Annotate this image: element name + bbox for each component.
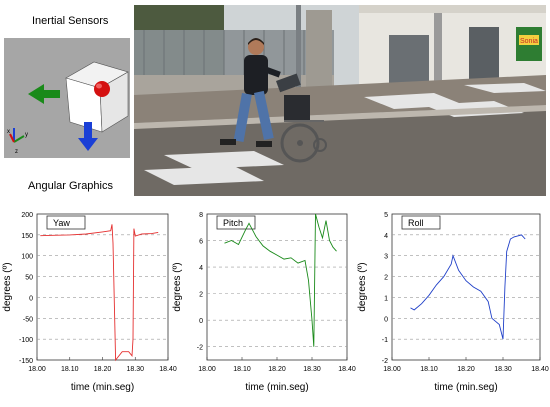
arrow-left-icon <box>28 84 60 104</box>
x-tick-label: 18.00 <box>383 366 401 373</box>
series-line <box>410 234 526 340</box>
y-axis-label: degrees (º) <box>172 262 183 311</box>
x-tick-label: 18.10 <box>61 366 79 373</box>
y-tick-label: 0 <box>199 318 203 325</box>
x-tick-label: 18.20 <box>268 366 286 373</box>
building-door <box>469 27 499 82</box>
axis-label-y: y <box>25 132 28 138</box>
y-tick-label: 2 <box>199 292 203 299</box>
y-tick-label: 50 <box>25 275 33 282</box>
x-tick-label: 18.20 <box>457 366 475 373</box>
series-line <box>40 224 159 362</box>
x-axis-label: time (min.seg) <box>71 382 134 393</box>
y-tick-label: 0 <box>29 295 33 302</box>
sensor-3d-view: z y x <box>4 38 130 158</box>
x-tick-label: 18.10 <box>233 366 251 373</box>
y-tick-label: 8 <box>199 212 203 219</box>
arrow-down-icon <box>78 122 98 151</box>
x-tick-label: 18.00 <box>198 366 216 373</box>
x-tick-label: 18.40 <box>338 366 356 373</box>
y-tick-label: 6 <box>199 239 203 246</box>
chart-title: Pitch <box>223 218 243 228</box>
x-tick-label: 18.30 <box>126 366 144 373</box>
x-tick-label: 18.40 <box>531 366 549 373</box>
y-tick-label: -2 <box>197 345 203 352</box>
y-tick-label: 2 <box>384 275 388 282</box>
inertial-sensors-label: Inertial Sensors <box>32 15 109 27</box>
chart-title-box <box>401 215 441 230</box>
chart-title-box <box>216 215 256 230</box>
chart-title-box <box>46 215 86 230</box>
y-tick-label: -100 <box>19 337 33 344</box>
pole <box>296 5 301 120</box>
y-tick-label: 3 <box>384 254 388 261</box>
shop-sign-text: Sonia <box>520 38 538 45</box>
y-tick-label: -150 <box>19 358 33 365</box>
x-tick-label: 18.30 <box>494 366 512 373</box>
y-tick-label: -1 <box>382 337 388 344</box>
x-tick-label: 18.10 <box>420 366 438 373</box>
y-tick-label: 5 <box>384 212 388 219</box>
axis-label-z: z <box>15 149 18 155</box>
laptop-icon <box>276 73 301 93</box>
y-tick-label: 100 <box>21 254 33 261</box>
y-tick-label: 1 <box>384 295 388 302</box>
series-line <box>224 213 337 347</box>
x-tick-label: 18.40 <box>159 366 177 373</box>
x-axis-label: time (min.seg) <box>434 382 497 393</box>
sensor-sphere-icon <box>94 81 110 97</box>
chart-frame <box>36 213 169 361</box>
wheelchair-icon <box>276 73 327 163</box>
building-window <box>389 35 429 85</box>
chart-title: Roll <box>408 218 424 228</box>
chart-frame <box>391 213 541 361</box>
x-tick-label: 18.00 <box>28 366 46 373</box>
x-tick-label: 18.20 <box>94 366 112 373</box>
y-tick-label: 0 <box>384 316 388 323</box>
y-axis-label: degrees (º) <box>357 262 368 311</box>
y-tick-label: 4 <box>199 265 203 272</box>
axis-label-x: x <box>7 129 10 135</box>
person <box>220 38 281 147</box>
y-tick-label: 4 <box>384 233 388 240</box>
x-axis-label: time (min.seg) <box>245 382 308 393</box>
wheelchair-photo: Sonia <box>134 5 546 196</box>
chart-frame <box>206 213 348 361</box>
y-tick-label: -2 <box>382 358 388 365</box>
y-tick-label: 200 <box>21 212 33 219</box>
x-tick-label: 18.30 <box>303 366 321 373</box>
y-tick-label: -50 <box>23 316 33 323</box>
chart-title: Yaw <box>53 218 70 228</box>
angular-graphics-label: Angular Graphics <box>28 180 113 192</box>
y-tick-label: 150 <box>21 233 33 240</box>
y-axis-label: degrees (º) <box>2 262 13 311</box>
